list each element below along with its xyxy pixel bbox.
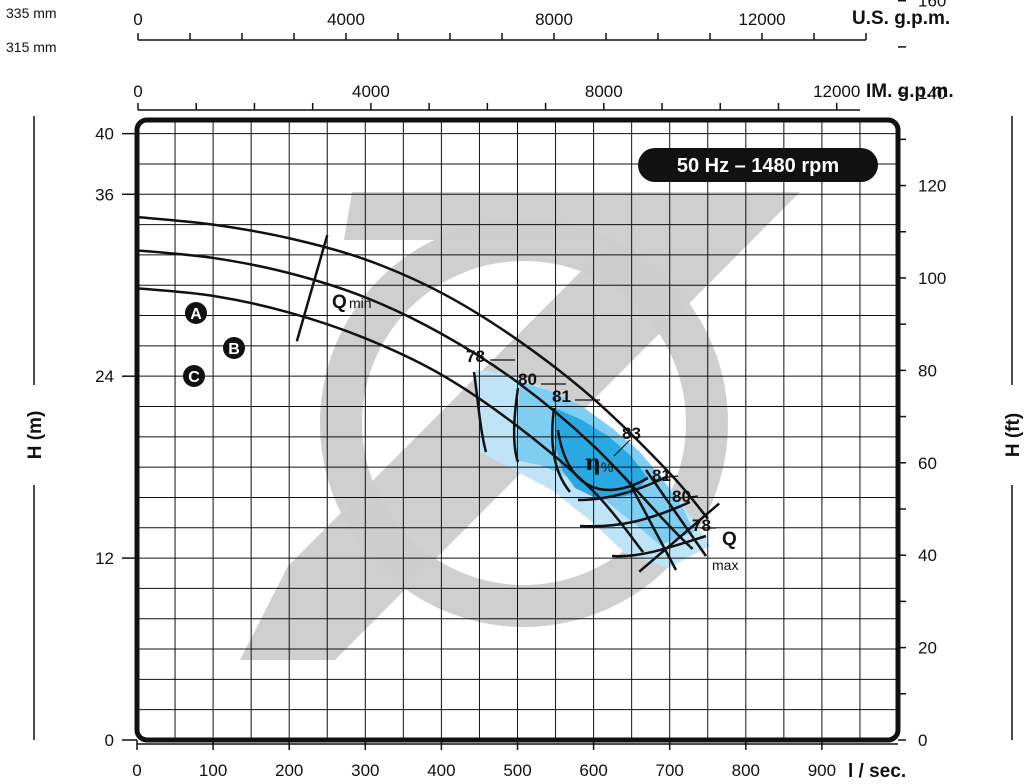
axes	[33, 0, 1013, 750]
x-axis-label: l / sec.	[848, 761, 906, 782]
efficiency-label-81: 81	[652, 466, 671, 485]
y-left-tick-label: 12	[95, 549, 114, 568]
y-right-tick-label: 120	[918, 177, 946, 196]
efficiency-label-80: 80	[672, 487, 691, 506]
us-gpm-tick-label: 8000	[535, 10, 573, 29]
x-axis-tick-label: 900	[808, 761, 836, 780]
q-min-line	[295, 234, 329, 342]
x-axis-tick-label: 0	[132, 761, 141, 780]
y-right-tick-label: 40	[918, 546, 937, 565]
y-right-tick-label: 160	[918, 0, 946, 11]
im-gpm-axis-label: IM. g.p.m.	[866, 81, 954, 102]
curve-marker-label-a: A	[190, 306, 202, 323]
y-left-tick-label: 0	[105, 731, 114, 750]
x-axis-tick-label: 300	[351, 761, 379, 780]
curve-marker-c	[183, 365, 205, 387]
im-gpm-tick-label: 8000	[585, 82, 623, 101]
efficiency-label-leader	[679, 495, 699, 499]
watermark-ring	[320, 219, 728, 627]
curve-marker-a	[185, 302, 207, 324]
y-left-tick-label: 24	[95, 367, 114, 386]
diameter-label-315: 315 mm	[6, 39, 57, 55]
y-right-tick-label: 80	[918, 361, 937, 380]
us-gpm-tick-label: 0	[133, 10, 142, 29]
x-axis-tick-label: 700	[656, 761, 684, 780]
eff-line-78-left	[472, 371, 488, 453]
curve-marker-b	[223, 337, 245, 359]
im-gpm-tick-label: 12000	[813, 82, 860, 101]
eff-line-81-left	[551, 407, 571, 493]
grid-lines	[137, 120, 898, 740]
x-axis-tick-label: 500	[503, 761, 531, 780]
q-max-sublabel: max	[712, 557, 738, 573]
curve-marker-label-b: B	[228, 341, 240, 358]
eff-line-81-right	[577, 474, 669, 502]
y-right-tick-label: 60	[918, 454, 937, 473]
x-axis-tick-label: 800	[732, 761, 760, 780]
eff-line-80-left	[512, 387, 520, 463]
us-gpm-tick-label: 4000	[327, 10, 365, 29]
efficiency-label-78: 78	[692, 516, 711, 535]
y-left-tick-label: 36	[95, 185, 114, 204]
rpm-badge-text: 50 Hz – 1480 rpm	[677, 155, 839, 177]
rpm-badge: 50 Hz – 1480 rpm	[638, 148, 878, 182]
im-gpm-tick-label: 4000	[352, 82, 390, 101]
q-min-label: Q	[332, 292, 347, 313]
efficiency-label-leader	[613, 439, 631, 457]
efficiency-label-80: 80	[518, 370, 537, 389]
x-axis-tick-label: 100	[199, 761, 227, 780]
curve-a	[136, 215, 709, 520]
efficiency-unit: %	[601, 459, 613, 475]
y-right-tick-label: 20	[918, 639, 937, 658]
y-right-tick-label: 100	[918, 269, 946, 288]
x-axis-tick-label: 600	[579, 761, 607, 780]
efficiency-label-leader	[661, 475, 679, 479]
us-gpm-axis-label: U.S. g.p.m.	[852, 8, 950, 29]
curve-marker-label-c: C	[188, 369, 200, 386]
eff-line-right-2	[644, 469, 708, 557]
efficiency-label-83: 83	[622, 424, 641, 443]
us-gpm-tick-label: 12000	[738, 10, 785, 29]
y-left-axis-title: H (m)	[25, 411, 46, 460]
y-right-tick-label: 140	[918, 84, 946, 103]
efficiency-symbol: η	[585, 450, 601, 476]
q-max-line	[638, 502, 720, 573]
diameter-label-335: 335 mm	[6, 5, 57, 21]
performance-curves	[136, 215, 720, 573]
efficiency-label-78: 78	[466, 347, 485, 366]
efficiency-label-81: 81	[552, 387, 571, 406]
y-right-axis-title: H (ft)	[1003, 413, 1024, 457]
x-axis-tick-label: 200	[275, 761, 303, 780]
curve-b	[136, 249, 694, 550]
q-max-label: Q	[722, 529, 737, 550]
eff-line-right-1	[627, 481, 678, 571]
y-left-tick-label: 40	[95, 125, 114, 144]
im-gpm-tick-label: 0	[133, 82, 142, 101]
q-min-sublabel: min	[349, 295, 372, 311]
eff-line-80-right	[579, 500, 691, 528]
y-right-tick-label: 0	[918, 731, 927, 750]
x-axis-tick-label: 400	[427, 761, 455, 780]
